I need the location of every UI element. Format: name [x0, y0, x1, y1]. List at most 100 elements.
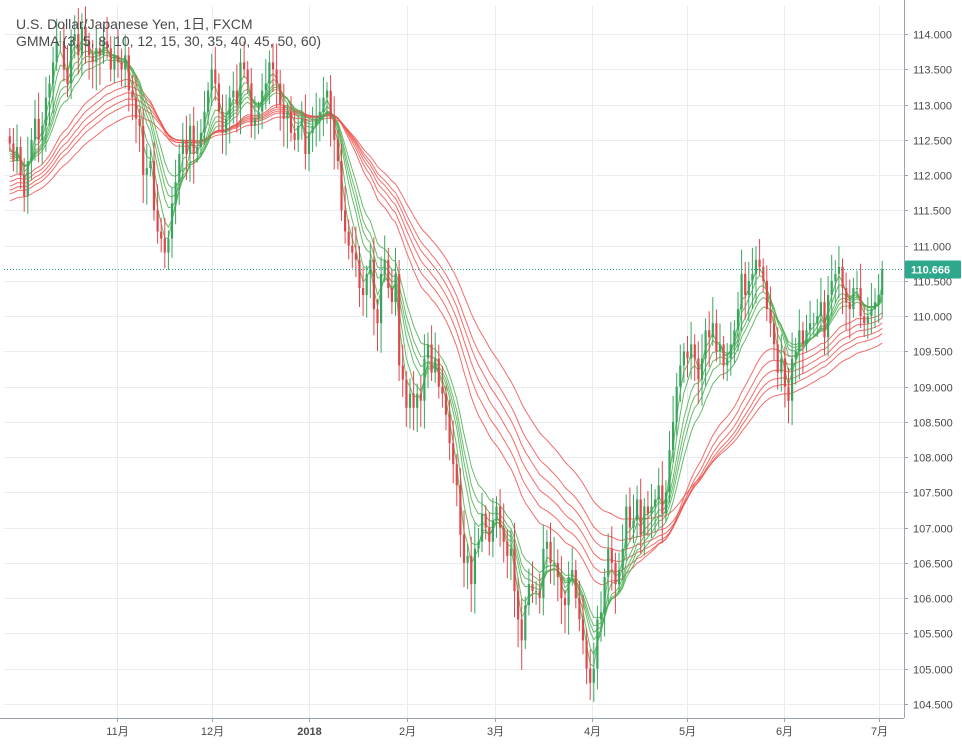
candle-body	[289, 111, 293, 133]
candle-body	[881, 269, 884, 295]
y-tick-label: 105.000	[913, 665, 953, 677]
candle-body	[232, 90, 235, 98]
candle-body	[145, 168, 148, 176]
gmma-ema-45-line	[9, 98, 883, 552]
x-tick-label: 6月	[776, 726, 793, 738]
candle-body	[30, 139, 33, 161]
candle-body	[304, 118, 307, 154]
candle-body	[459, 485, 462, 535]
candle-body	[715, 323, 718, 352]
candle-body	[217, 83, 220, 112]
candle-body	[318, 111, 321, 119]
candle-body	[221, 111, 224, 133]
candle-body	[729, 344, 732, 359]
candle-body	[109, 48, 112, 70]
candle-body	[315, 118, 318, 126]
candle-body	[398, 273, 401, 366]
candle-body	[106, 41, 109, 49]
candle-body	[167, 238, 170, 253]
gmma-ema-50-line	[9, 104, 883, 541]
candle-body	[661, 485, 664, 514]
candle-body	[841, 266, 844, 288]
candle-body	[657, 485, 660, 500]
candle-body	[73, 34, 76, 42]
candle-body	[246, 69, 249, 84]
candle-body	[639, 499, 642, 535]
y-tick-label: 104.500	[913, 700, 953, 712]
candle-body	[156, 210, 159, 232]
candle-body	[214, 69, 217, 84]
candle-body	[401, 365, 404, 380]
candle-body	[455, 464, 458, 486]
candle-body	[347, 231, 350, 246]
candle-body	[722, 344, 725, 366]
candle-body	[571, 570, 574, 577]
x-tick-label: 5月	[679, 726, 696, 738]
candle-body	[567, 577, 570, 606]
y-tick-label: 107.500	[913, 488, 953, 500]
y-tick-label: 109.000	[913, 383, 953, 395]
candle-body	[812, 323, 815, 325]
candle-body	[866, 316, 869, 324]
candle-body	[545, 541, 549, 549]
candle-body	[686, 351, 689, 359]
candle-body	[452, 443, 455, 465]
candle-body	[282, 104, 285, 119]
candle-body	[870, 309, 873, 317]
candle-body	[152, 161, 156, 211]
candle-body	[805, 330, 808, 345]
candle-body	[390, 288, 393, 303]
candle-body	[733, 330, 736, 345]
gmma-ema-12-line	[9, 54, 883, 627]
candle-body	[261, 90, 264, 112]
candle-body	[603, 577, 606, 613]
candle-body	[848, 302, 851, 310]
candle-body	[84, 27, 87, 42]
candle-body	[434, 358, 437, 373]
candle-body	[736, 309, 740, 331]
candle-body	[372, 259, 375, 310]
candle-body	[827, 295, 830, 338]
candle-body	[765, 280, 768, 310]
candle-body	[423, 358, 426, 401]
candle-body	[12, 143, 15, 162]
price-axis[interactable]: 104.500 105.000 105.500 106.000 106.500 107.0…	[904, 30, 953, 712]
candle-body	[513, 548, 516, 592]
candle-body	[830, 280, 833, 295]
candle-body	[444, 393, 448, 415]
candle-body	[481, 513, 484, 542]
candle-body	[682, 351, 685, 366]
candle-body	[488, 527, 491, 542]
candle-body	[376, 309, 379, 324]
candle-body	[142, 125, 145, 176]
candle-body	[95, 48, 98, 63]
candle-body	[271, 62, 275, 70]
candle-body	[553, 562, 556, 564]
candle-body	[708, 330, 711, 338]
time-axis[interactable]: 11月 12月 2018 2月 3月 4月 5月 6月 7月	[106, 718, 888, 738]
candle-body	[394, 273, 397, 303]
candle-body	[196, 147, 199, 154]
gmma-ema-30-line	[9, 78, 883, 586]
candle-body	[329, 90, 332, 119]
indicator-legend[interactable]: GMMA (3, 5, 8, 10, 12, 15, 30, 35, 40, 4…	[16, 33, 322, 49]
candle-body	[697, 358, 700, 380]
candle-body	[542, 548, 545, 599]
candle-body	[636, 499, 639, 521]
candle-body	[618, 570, 621, 585]
candle-body	[203, 111, 206, 133]
candle-body	[747, 280, 750, 295]
candle-body	[437, 358, 440, 387]
y-tick-label: 112.000	[913, 171, 952, 183]
candle-body	[253, 118, 257, 126]
candle-body	[408, 393, 412, 408]
candle-body	[581, 619, 585, 641]
candle-body	[426, 344, 430, 359]
candle-body	[307, 132, 311, 154]
candle-body	[502, 527, 505, 542]
candle-body	[286, 111, 289, 119]
candle-body	[773, 323, 776, 345]
candle-body	[538, 591, 541, 599]
gmma-ema-8-line	[9, 49, 883, 641]
